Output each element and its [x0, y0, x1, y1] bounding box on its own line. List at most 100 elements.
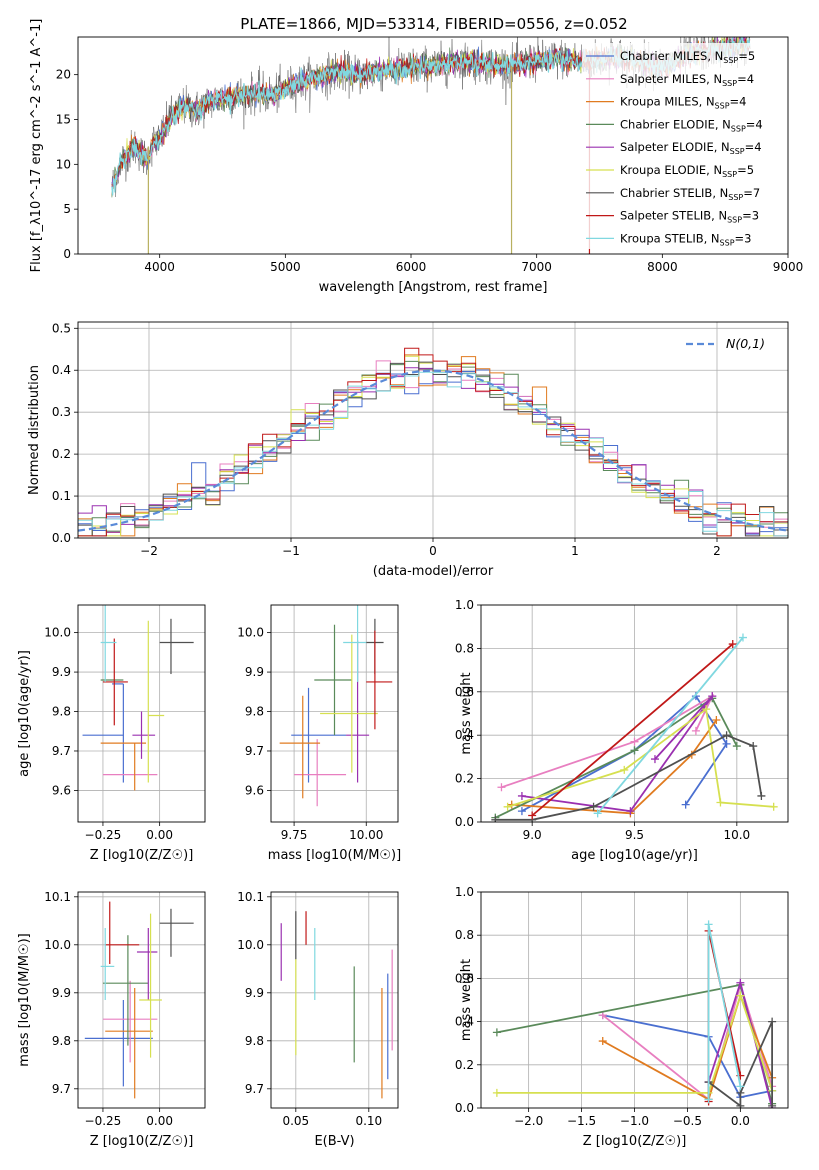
y-tick-label: 0.4 — [455, 728, 474, 742]
mass-weight-marker — [593, 809, 602, 818]
mass-weight-marker — [738, 633, 747, 642]
mass-weight-marker — [712, 716, 721, 725]
y-axis-label: Flux [f_λ10^-17 erg cm^-2 s^-1 A^-1] — [29, 19, 44, 273]
y-tick-label: 0.0 — [455, 1101, 474, 1115]
mass-weight-marker — [528, 811, 537, 820]
errorbar-point — [102, 935, 149, 1046]
x-tick-label: −2.0 — [514, 1114, 543, 1128]
mass-weight-marker — [704, 1095, 713, 1104]
mass-weight-marker — [736, 991, 745, 1000]
y-tick-label: 10.1 — [237, 890, 264, 904]
axes-frame — [77, 321, 789, 539]
y-tick-label: 9.9 — [52, 986, 71, 1000]
y-tick-label: 9.7 — [52, 744, 71, 758]
mass-weight-line — [602, 1014, 773, 1099]
panel-age-vs-mass: 9.75 10.00 9.6 9.7 9.8 9.9 10.0 mass [log10(M/M… — [237, 604, 401, 863]
y-axis-label: Normed distribution — [27, 365, 42, 495]
mass-weight-marker — [757, 791, 766, 800]
x-tick-label: −1.5 — [567, 1114, 596, 1128]
x-tick-label: 7000 — [521, 260, 552, 274]
x-tick-label: −2 — [140, 544, 158, 558]
errorbar-point — [314, 624, 352, 736]
y-tick-label: 15 — [56, 112, 71, 126]
legend-label: Chabrier MILES, NSSP=5 — [620, 49, 755, 65]
errorbar-point — [102, 980, 158, 1063]
errorbar-point — [366, 630, 393, 730]
x-axis-label: (data-model)/error — [373, 564, 494, 579]
mass-weight-line — [602, 992, 773, 1101]
mass-weight-marker — [517, 807, 526, 816]
plot-area — [82, 605, 194, 791]
mass-weight-line — [521, 695, 714, 813]
x-tick-label: 2 — [713, 544, 721, 558]
mass-weight-line — [496, 992, 773, 1094]
mass-weight-marker — [517, 791, 526, 800]
histogram-legend: N(0,1) — [686, 336, 765, 351]
panel-residual-histogram: −2 −1 0 1 2 0.0 0.1 0.2 0.3 0.4 0.5 (data-model)/er… — [27, 321, 789, 579]
spectrum-legend: Chabrier MILES, NSSP=5 Salpeter MILES, NS… — [582, 43, 782, 249]
mass-weight-line — [495, 734, 763, 821]
errorbar-point — [147, 620, 165, 783]
mass-weight-line — [531, 643, 734, 817]
axes-frame — [77, 891, 206, 1109]
errorbar-point — [136, 928, 158, 1000]
mass-weight-marker — [749, 742, 758, 751]
plot-area — [84, 901, 194, 1099]
legend-label: Kroupa STELIB, NSSP=3 — [620, 231, 751, 247]
mass-weight-line — [494, 696, 738, 819]
y-axis-label: mass [log10(M/M☉)] — [17, 933, 32, 1066]
panel-mass-vs-EBV: 0.05 0.10 9.7 9.8 9.9 10.0 10.1 E(B-V) — [237, 890, 399, 1149]
y-tick-label: 0.2 — [455, 772, 474, 786]
mass-weight-marker — [650, 755, 659, 764]
x-tick-label: 5000 — [270, 260, 301, 274]
y-tick-label: 0.8 — [455, 928, 474, 942]
x-tick-label: 10.00 — [349, 828, 383, 842]
x-tick-label: −1 — [282, 544, 300, 558]
y-tick-label: 9.9 — [52, 665, 71, 679]
panels: 4000 5000 6000 7000 8000 900005101520waveleng… — [17, 19, 803, 1149]
y-tick-label: 0.1 — [52, 489, 71, 503]
mass-weight-marker — [626, 807, 635, 816]
mass-weight-marker — [702, 705, 711, 714]
errorbar-point — [84, 1000, 153, 1087]
x-tick-label: 1 — [571, 544, 579, 558]
x-tick-label: 0.0 — [731, 1114, 750, 1128]
mass-weight-marker — [620, 765, 629, 774]
panel-mass-weight-vs-Z: −2.0 −1.5 −1.0 −0.5 0.0 0.0 0.2 0.4 0.6 0.8 1.0 Z [… — [455, 885, 789, 1149]
x-tick-label: −0.25 — [85, 1114, 122, 1128]
x-axis-label: mass [log10(M/M☉)] — [268, 848, 401, 863]
mass-weight-marker — [722, 739, 731, 748]
mass-weight-marker — [728, 640, 737, 649]
y-tick-label: 0.2 — [52, 447, 71, 461]
x-axis-label: Z [log10(Z/Z☉)] — [90, 848, 194, 863]
errorbar-point — [279, 695, 321, 799]
y-tick-label: 9.7 — [52, 1082, 71, 1096]
mass-weight-marker — [736, 1101, 745, 1108]
mass-weight-marker — [503, 802, 512, 811]
legend-label: Chabrier STELIB, NSSP=7 — [620, 186, 760, 202]
errorbar-point — [343, 605, 367, 682]
mass-weight-marker — [497, 783, 506, 792]
x-axis-label: age [log10(age/yr)] — [571, 848, 698, 863]
mass-weight-marker — [630, 737, 639, 746]
errorbar-point — [294, 739, 347, 807]
y-tick-label: 9.9 — [245, 665, 264, 679]
mass-weight-marker — [768, 1017, 777, 1026]
y-axis-label: mass weight — [459, 959, 474, 1041]
x-tick-label: 9000 — [773, 260, 804, 274]
y-tick-label: 0.4 — [455, 1015, 474, 1029]
mass-weight-marker — [716, 798, 725, 807]
errorbar-point — [100, 742, 147, 791]
y-tick-label: 10.1 — [44, 890, 71, 904]
y-tick-label: 9.6 — [245, 783, 264, 797]
y-tick-label: 0.6 — [455, 685, 474, 699]
plot-area — [279, 605, 393, 807]
errorbar-point — [320, 634, 378, 773]
x-tick-label: 9.0 — [523, 828, 542, 842]
mass-weight-marker — [704, 920, 713, 929]
x-tick-label: 9.75 — [281, 828, 308, 842]
legend-label: Kroupa ELODIE, NSSP=5 — [620, 163, 754, 179]
mass-weight-marker — [589, 802, 598, 811]
plot-area — [492, 920, 777, 1108]
